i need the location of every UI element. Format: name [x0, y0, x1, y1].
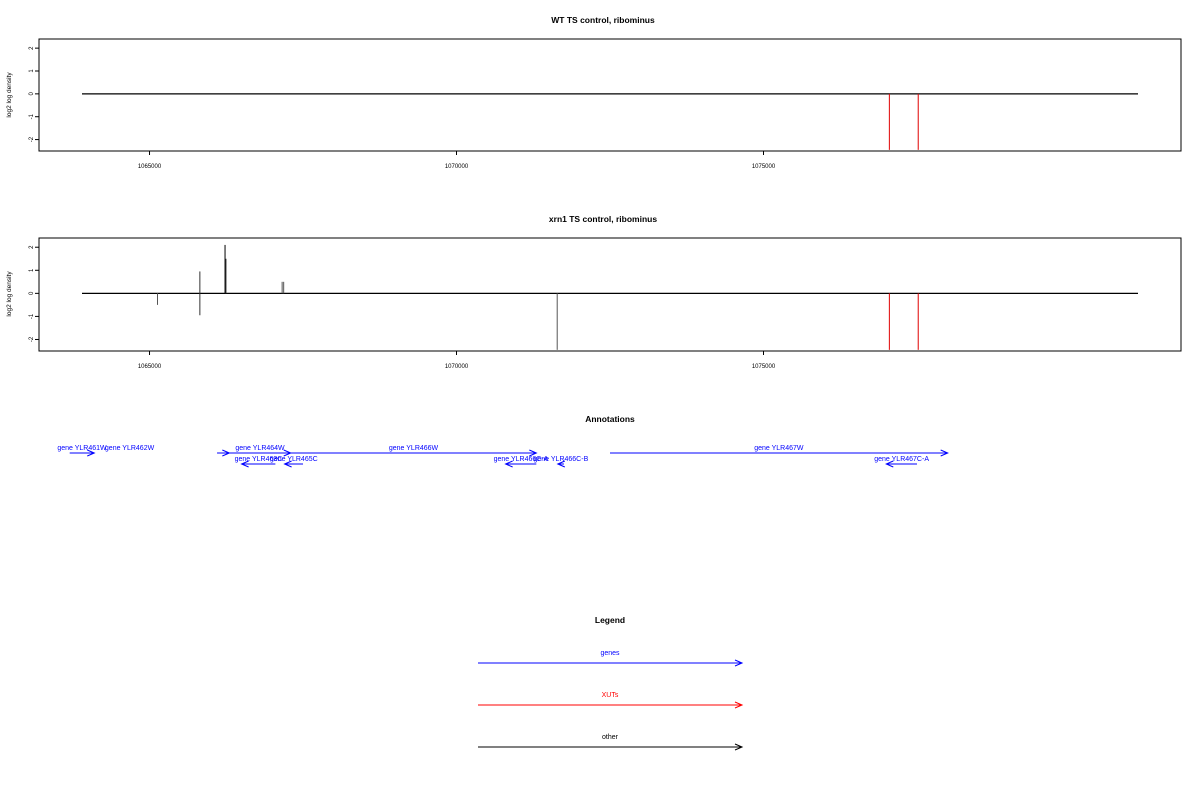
plot-marks: [82, 93, 1138, 150]
gene-arrowhead: [283, 460, 292, 468]
x-tick-label: 1070000: [445, 164, 469, 170]
gene-label: gene YLR463C: [235, 456, 283, 463]
gene-label: gene YLR464W: [235, 445, 285, 452]
y-axis-label: log2 log density: [6, 72, 13, 118]
legend: Legend genes XUTs other: [478, 615, 744, 751]
gene-label: gene YLR466C-A: [494, 456, 549, 463]
y-tick-label: 1: [29, 69, 35, 73]
gene-arrowhead: [240, 460, 249, 468]
plot-frame: [38, 237, 1182, 352]
legend-label: other: [602, 734, 619, 741]
panel-title: WT TS control, ribominus: [551, 15, 655, 25]
gene-arrowhead: [529, 449, 538, 457]
gene-arrowhead: [504, 460, 513, 468]
gene-label: gene YLR466C-B: [534, 456, 589, 463]
panel-xrn1: xrn1 TS control, ribominus log2 log dens…: [6, 214, 1182, 370]
plot-frame: [38, 38, 1182, 152]
x-axis: 1065000 1070000 1075000: [138, 151, 776, 170]
x-tick-label: 1065000: [138, 364, 162, 370]
x-tick-label: 1065000: [138, 164, 162, 170]
gene-arrowhead: [556, 460, 566, 468]
legend-arrowhead: [734, 659, 744, 667]
gene-arrowhead: [885, 460, 894, 468]
gene-arrowhead: [940, 449, 949, 457]
legend-arrowhead: [734, 701, 744, 709]
legend-title: Legend: [595, 615, 625, 625]
gene-label: gene YLR466W: [389, 445, 439, 452]
legend-label: genes: [600, 650, 620, 657]
plot-marks: [82, 244, 1138, 350]
y-tick-label: 0: [29, 291, 35, 295]
y-tick-label: -2: [29, 336, 35, 342]
legend-arrowhead: [734, 743, 744, 751]
x-tick-label: 1075000: [752, 164, 776, 170]
x-tick-label: 1070000: [445, 364, 469, 370]
gene-arrowhead: [87, 449, 96, 457]
gene-label: gene YLR467W: [754, 445, 804, 452]
x-tick-label: 1075000: [752, 364, 776, 370]
panel-title: xrn1 TS control, ribominus: [549, 214, 657, 224]
gene-label: gene YLR462W: [105, 445, 155, 452]
y-axis: -2 -1 0 1 2: [29, 245, 39, 342]
x-axis: 1065000 1070000 1075000: [138, 351, 776, 370]
y-tick-label: -1: [29, 113, 35, 119]
annotations-title: Annotations: [585, 414, 635, 424]
y-axis: -2 -1 0 1 2: [29, 46, 39, 142]
panel-wt: WT TS control, ribominus log2 log densit…: [6, 15, 1182, 170]
gene-label: gene YLR467C-A: [874, 456, 929, 463]
legend-label: XUTs: [602, 692, 619, 699]
y-tick-label: -1: [29, 313, 35, 319]
gene-label: gene YLR465C: [270, 456, 318, 463]
legend-items: genes XUTs other: [478, 650, 744, 751]
y-tick-label: 2: [29, 245, 35, 249]
y-tick-label: 0: [29, 92, 35, 96]
y-tick-label: 2: [29, 46, 35, 50]
gene-label: gene YLR461W: [57, 445, 107, 452]
y-axis-label: log2 log density: [6, 271, 13, 317]
y-tick-label: 1: [29, 268, 35, 272]
y-tick-label: -2: [29, 136, 35, 142]
